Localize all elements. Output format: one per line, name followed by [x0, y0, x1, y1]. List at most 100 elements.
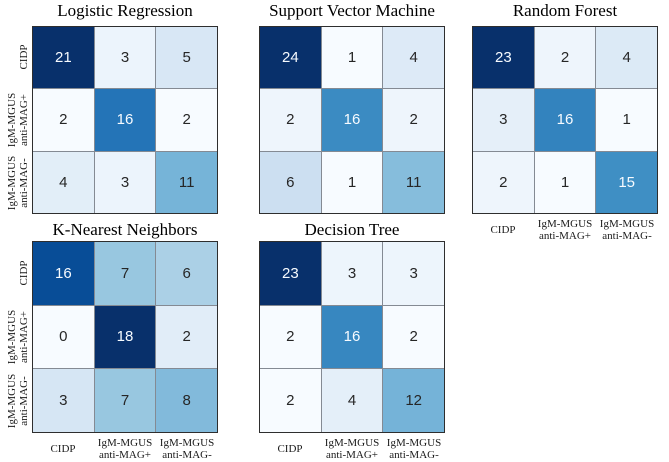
cell-r2c2: 8 — [156, 369, 217, 432]
cell-value: 18 — [116, 328, 134, 346]
cell-value: 5 — [182, 49, 191, 67]
cell-r0c1: 1 — [321, 27, 383, 89]
cell-r2c0: 3 — [33, 369, 94, 432]
cell-r2c0: 2 — [260, 369, 321, 432]
xtick-line: IgM-MGUS — [97, 436, 153, 449]
xtick-line: IgM-MGUS — [159, 436, 215, 449]
cell-value: 1 — [622, 111, 631, 129]
xtick-line: IgM-MGUS — [386, 436, 442, 449]
ytick-label-igm-mgus-anti-mag: IgM-MGUS anti-MAG+ — [6, 93, 30, 147]
ytick-line: anti-MAG+ — [18, 93, 30, 147]
xtick-label-cidp: CIDP — [21, 436, 105, 461]
cell-r0c1: 2 — [534, 27, 596, 89]
xtick-label-igm-mgus-anti-mag: IgM-MGUS anti-MAG+ — [83, 436, 167, 461]
cell-value: 3 — [347, 264, 357, 282]
panel-title-logistic-regression: Logistic Regression — [57, 1, 193, 20]
ytick-line: anti-MAG- — [18, 157, 30, 208]
cell-value: 2 — [286, 328, 295, 346]
panel-title-support-vector-machine: Support Vector Machine — [269, 1, 435, 20]
panel-title-k-nearest-neighbors: K-Nearest Neighbors — [52, 220, 198, 239]
cell-r2c1: 1 — [321, 151, 383, 213]
cell-r2c0: 6 — [260, 151, 321, 213]
cell-r1c0: 2 — [260, 305, 321, 369]
xtick-line: IgM-MGUS — [324, 436, 380, 449]
confusion-grid-logistic-regression: 21 3 5 2 16 2 4 3 11 — [32, 26, 218, 214]
cell-r2c2: 11 — [156, 151, 217, 213]
cell-value: 16 — [343, 328, 361, 346]
ytick-label-igm-mgus-anti-mag: IgM-MGUS anti-MAG- — [6, 155, 30, 209]
xtick-line: anti-MAG- — [602, 229, 652, 242]
xtick-line: CIDP — [277, 442, 303, 455]
cell-r0c1: 3 — [94, 27, 156, 89]
cell-r2c2: 12 — [383, 369, 444, 432]
cell-value: 6 — [182, 264, 191, 282]
ytick-line: CIDP — [18, 44, 30, 70]
confusion-grid-decision-tree: 23 3 3 2 16 2 2 4 12 — [259, 241, 445, 433]
cell-value: 8 — [182, 392, 191, 410]
cell-value: 16 — [343, 111, 361, 129]
cell-r2c1: 7 — [94, 369, 156, 432]
cell-r0c2: 3 — [383, 242, 444, 305]
ytick-line: IgM-MGUS — [6, 309, 18, 365]
cell-r0c0: 24 — [260, 27, 321, 89]
xtick-label-igm-mgus-anti-mag: IgM-MGUS anti-MAG- — [145, 436, 229, 461]
cell-r1c2: 2 — [383, 305, 444, 369]
cell-r1c0: 2 — [33, 89, 94, 151]
cell-value: 6 — [286, 173, 295, 191]
ytick-line: IgM-MGUS — [6, 155, 18, 210]
xtick-label-igm-mgus-anti-mag: IgM-MGUS anti-MAG+ — [310, 436, 394, 461]
ytick-label-cidp: CIDP — [18, 260, 30, 285]
cell-value: 16 — [116, 111, 134, 129]
panel-title-random-forest: Random Forest — [512, 1, 618, 20]
cell-value: 4 — [622, 49, 631, 67]
cell-r0c0: 21 — [33, 27, 94, 89]
xtick-label-igm-mgus-anti-mag: IgM-MGUS anti-MAG+ — [523, 217, 607, 242]
cell-value: 2 — [409, 111, 418, 129]
cell-value: 3 — [409, 264, 418, 282]
ytick-line: anti-MAG- — [18, 376, 30, 426]
cell-value: 1 — [347, 173, 357, 191]
cell-r1c0: 3 — [473, 89, 534, 151]
cell-value: 12 — [405, 392, 422, 410]
cell-value: 24 — [281, 49, 299, 67]
ytick-label-igm-mgus-anti-mag: IgM-MGUS anti-MAG+ — [6, 310, 30, 364]
cell-value: 2 — [286, 392, 295, 410]
confusion-grid-random-forest: 23 2 4 3 16 1 2 1 15 — [472, 26, 658, 214]
cell-r2c1: 3 — [94, 151, 156, 213]
cell-r2c0: 4 — [33, 151, 94, 213]
cell-r2c2: 15 — [596, 151, 657, 213]
cell-r0c0: 23 — [260, 242, 321, 305]
cell-value: 2 — [182, 111, 191, 129]
xtick-label-igm-mgus-anti-mag: IgM-MGUS anti-MAG- — [585, 217, 669, 242]
xtick-line: CIDP — [50, 442, 76, 455]
cell-r0c2: 4 — [596, 27, 657, 89]
cell-r1c2: 1 — [596, 89, 657, 151]
cell-r1c1: 16 — [94, 89, 156, 151]
cell-value: 7 — [120, 264, 130, 282]
cell-value: 16 — [54, 264, 72, 282]
cell-value: 11 — [405, 173, 422, 191]
xtick-line: anti-MAG+ — [538, 229, 592, 242]
xtick-line: anti-MAG- — [389, 448, 439, 461]
cell-r0c2: 5 — [156, 27, 217, 89]
cell-value: 4 — [59, 173, 68, 191]
xtick-line: IgM-MGUS — [599, 217, 655, 230]
xtick-line: anti-MAG- — [162, 448, 212, 461]
cell-r2c0: 2 — [473, 151, 534, 213]
cell-value: 4 — [409, 49, 418, 67]
cell-r1c1: 16 — [321, 89, 383, 151]
ytick-line: IgM-MGUS — [6, 92, 18, 148]
cell-value: 1 — [560, 173, 570, 191]
cell-value: 15 — [618, 173, 635, 191]
panel-title-decision-tree: Decision Tree — [304, 220, 400, 239]
cell-value: 2 — [286, 111, 295, 129]
xtick-line: anti-MAG+ — [98, 448, 152, 461]
ytick-line: CIDP — [18, 260, 30, 286]
cell-r1c0: 0 — [33, 305, 94, 369]
cell-r0c0: 23 — [473, 27, 534, 89]
cell-r0c1: 7 — [94, 242, 156, 305]
cell-value: 0 — [59, 328, 68, 346]
cell-value: 3 — [499, 111, 508, 129]
cell-value: 2 — [59, 111, 68, 129]
